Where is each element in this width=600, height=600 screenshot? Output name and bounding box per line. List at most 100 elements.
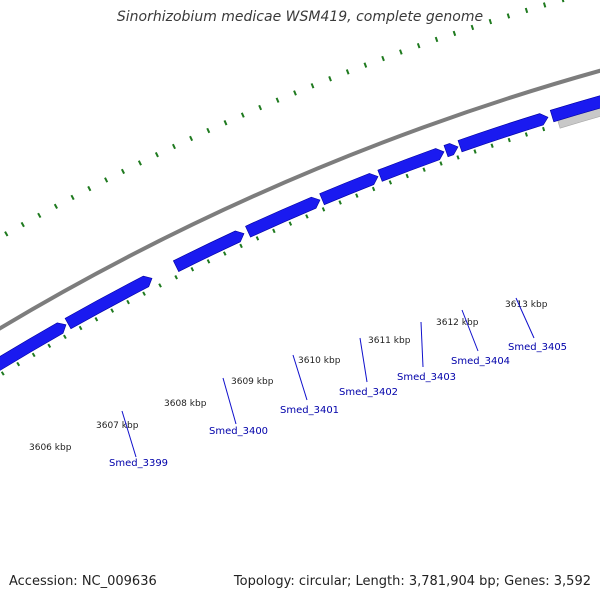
tick-mark — [171, 143, 176, 150]
outer-tick-row — [4, 0, 565, 237]
tick-mark — [434, 36, 439, 43]
tick-mark — [255, 236, 260, 241]
tick-mark — [239, 243, 243, 249]
tick-mark — [258, 104, 263, 111]
gene-label[interactable]: Smed_3400 — [209, 426, 268, 437]
tick-mark — [154, 151, 159, 158]
gene-leader-line — [515, 297, 535, 339]
tick-mark — [288, 221, 293, 226]
map-title: Sinorhizobium medicae WSM419, complete g… — [116, 9, 484, 25]
tick-mark — [388, 180, 393, 185]
gene-label[interactable]: Smed_3401 — [280, 405, 339, 416]
kbp-label: 3609 kbp — [231, 377, 274, 387]
tick-mark — [190, 267, 195, 272]
tick-mark — [110, 308, 115, 313]
tick-mark — [490, 143, 494, 148]
tick-mark — [70, 194, 75, 201]
tick-mark — [422, 167, 426, 172]
tick-mark — [363, 62, 368, 68]
gene-leader-line — [222, 377, 237, 425]
tick-mark — [78, 325, 83, 331]
tick-mark — [120, 168, 126, 175]
tick-mark — [439, 161, 443, 166]
tick-mark — [126, 299, 130, 305]
tick-mark — [223, 251, 227, 256]
tick-mark — [542, 126, 546, 132]
tick-mark — [47, 343, 52, 349]
tick-mark — [355, 193, 359, 198]
kbp-label: 3607 kbp — [96, 421, 139, 431]
gene-arrow — [245, 196, 321, 238]
tick-mark — [87, 185, 92, 192]
gene-arrow — [549, 95, 600, 123]
tick-mark — [321, 207, 326, 212]
tick-mark — [524, 7, 529, 14]
tick-mark — [142, 291, 146, 296]
kbp-label: 3608 kbp — [164, 399, 207, 409]
tick-mark — [189, 135, 194, 142]
tick-mark — [16, 361, 21, 367]
tick-mark — [524, 132, 528, 137]
kbp-labels: 3606 kbp 3607 kbp 3608 kbp 3609 kbp 3610 kbp… — [29, 300, 548, 453]
tick-mark — [310, 83, 315, 89]
gene-arrow — [64, 275, 153, 330]
tick-mark — [328, 76, 332, 82]
tick-mark — [416, 42, 421, 49]
gene-arrow — [443, 143, 459, 158]
tick-mark — [293, 90, 297, 96]
gene-leader-line — [420, 321, 424, 368]
tick-mark — [206, 259, 211, 264]
tick-mark — [345, 69, 350, 75]
genome-summary-text: Topology: circular; Length: 3,781,904 bp… — [233, 574, 591, 589]
tick-mark — [381, 55, 385, 62]
tick-mark — [37, 212, 42, 219]
tick-mark — [63, 334, 67, 340]
tick-mark — [305, 214, 309, 219]
tick-mark — [399, 49, 403, 55]
kbp-label: 3612 kbp — [436, 318, 479, 328]
gene-arrows — [0, 95, 600, 371]
tick-mark — [0, 371, 5, 376]
gene-arrow — [0, 322, 67, 371]
gene-label[interactable]: Smed_3404 — [451, 356, 510, 367]
tick-mark — [104, 177, 109, 183]
tick-mark — [53, 203, 58, 209]
genome-backbone — [0, 68, 600, 331]
tick-mark — [371, 186, 376, 192]
gene-arrow — [319, 173, 379, 206]
tick-mark — [338, 200, 342, 205]
tick-mark — [561, 0, 565, 3]
gene-arrow — [172, 230, 245, 272]
kbp-label: 3613 kbp — [505, 300, 548, 310]
tick-mark — [174, 275, 178, 280]
gene-label[interactable]: Smed_3403 — [397, 372, 456, 383]
accession-text: Accession: NC_009636 — [9, 574, 157, 589]
tick-mark — [507, 137, 511, 143]
tick-mark — [94, 316, 99, 322]
gene-leader-line — [121, 410, 137, 458]
tick-mark — [473, 149, 477, 154]
kbp-label: 3606 kbp — [29, 443, 72, 453]
tick-mark — [275, 97, 280, 103]
tick-mark — [158, 283, 162, 288]
tick-mark — [542, 2, 547, 8]
gene-label[interactable]: Smed_3399 — [109, 458, 168, 469]
gene-leader-line — [292, 354, 308, 401]
gene-label[interactable]: Smed_3405 — [508, 342, 567, 353]
tick-mark — [4, 231, 9, 237]
gene-arrow — [457, 113, 549, 153]
tick-mark — [506, 13, 511, 19]
kbp-label: 3610 kbp — [298, 356, 341, 366]
kbp-label: 3611 kbp — [368, 336, 411, 346]
tick-mark — [240, 112, 245, 118]
tick-mark — [31, 352, 36, 358]
gene-leader-line — [359, 337, 368, 383]
tick-mark — [405, 173, 409, 179]
tick-mark — [20, 221, 25, 228]
gene-arrow — [377, 148, 445, 182]
gene-leader-line — [461, 309, 479, 352]
gene-label[interactable]: Smed_3402 — [339, 387, 398, 398]
